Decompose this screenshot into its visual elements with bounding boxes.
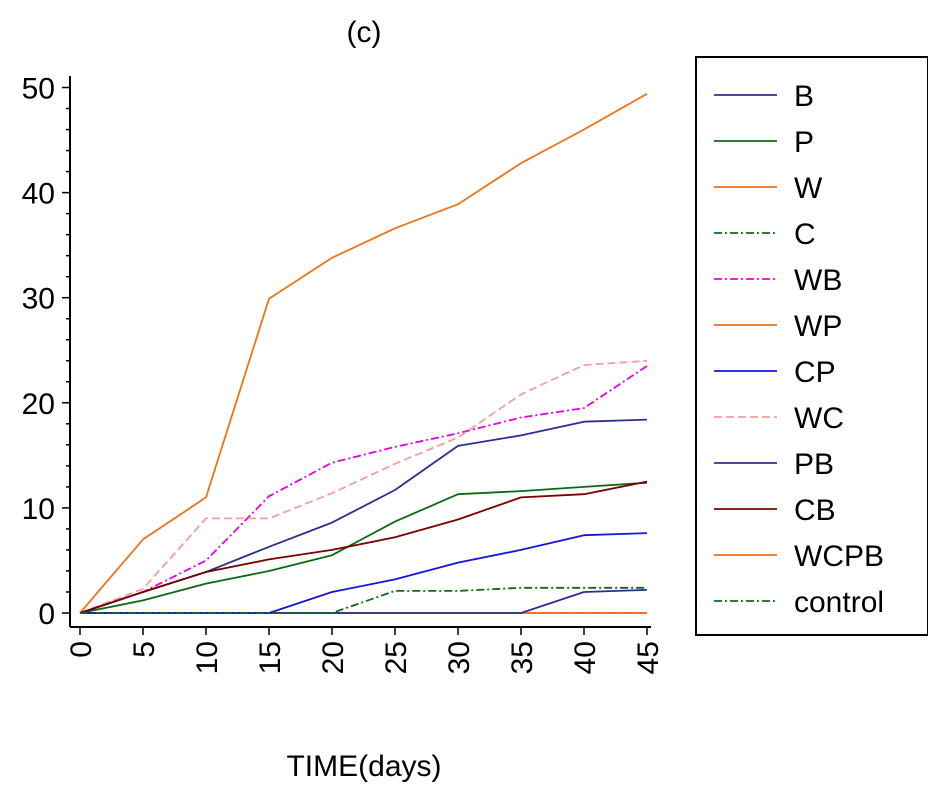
legend-label: WC <box>794 402 844 435</box>
x-tick-label: 30 <box>443 641 476 674</box>
legend-label: CB <box>794 494 836 527</box>
y-tick-label: 30 <box>22 283 55 316</box>
x-tick-label: 15 <box>254 641 287 674</box>
legend-box <box>695 56 928 636</box>
series-line-w <box>79 93 648 614</box>
y-axis-ticks: 0 10 20 30 40 50 <box>22 73 70 631</box>
series-line-cb <box>79 480 648 614</box>
legend-label: WCPB <box>794 540 884 573</box>
x-axis-ticks: 0 5 10 15 20 25 30 35 40 45 <box>65 627 665 674</box>
series-line-b <box>80 589 648 614</box>
x-tick-label: 45 <box>632 641 665 674</box>
legend-label: WP <box>794 310 842 343</box>
y-tick-label: 20 <box>22 388 55 421</box>
series-line-p <box>79 481 648 614</box>
series-line-wb <box>79 365 648 614</box>
series-line-control <box>80 586 647 614</box>
legend-label: control <box>794 586 884 619</box>
x-tick-label: 40 <box>569 641 602 674</box>
x-tick-label: 0 <box>65 641 98 658</box>
chart-title: (c) <box>347 16 382 49</box>
x-axis-label: TIME(days) <box>286 750 441 783</box>
legend-label: B <box>794 80 814 113</box>
x-tick-label: 10 <box>191 641 224 674</box>
x-tick-label: 5 <box>128 641 161 658</box>
legend-label: WB <box>794 264 842 297</box>
y-tick-label: 0 <box>38 598 55 631</box>
x-tick-label: 35 <box>506 641 539 674</box>
legend-label: P <box>794 126 814 159</box>
series-line-cp <box>80 532 648 614</box>
legend-label: CP <box>794 356 836 389</box>
legend-label: PB <box>794 448 834 481</box>
legend-label: C <box>794 218 816 251</box>
series-line-wc <box>79 359 648 614</box>
x-tick-label: 25 <box>380 641 413 674</box>
y-tick-label: 50 <box>22 73 55 106</box>
series-line-pb <box>79 418 648 614</box>
y-tick-label: 40 <box>22 178 55 211</box>
y-tick-label: 10 <box>22 493 55 526</box>
axes <box>69 76 651 628</box>
legend-label: W <box>794 172 823 205</box>
x-tick-label: 20 <box>317 641 350 674</box>
plot-lines <box>79 93 648 614</box>
